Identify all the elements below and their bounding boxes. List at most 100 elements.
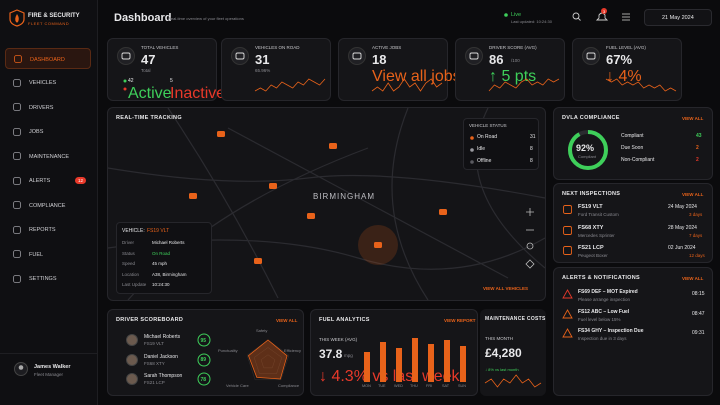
driver-avatar-shape xyxy=(126,373,138,385)
active-dot xyxy=(123,79,127,83)
popup-field-value: On Road xyxy=(152,250,171,256)
inspections-link[interactable]: VIEW ALL xyxy=(682,192,704,197)
popup-field-label: Speed xyxy=(122,261,136,266)
driver-avatar-shape xyxy=(126,353,138,366)
nav-icon xyxy=(13,201,21,209)
inspections-card: NEXT INSPECTIONS VIEW ALL FS19 VLT Ford Tra… xyxy=(553,183,713,263)
sparkline xyxy=(605,78,677,92)
date-picker[interactable]: 21 May 2024 xyxy=(644,9,712,26)
kpi-sub: Total xyxy=(141,68,151,73)
kpi-sub: 65.96% xyxy=(255,68,271,73)
user-name: James Walker xyxy=(34,364,71,370)
status-title: VEHICLE STATUS xyxy=(469,123,507,128)
nav-icon-shape xyxy=(13,152,21,160)
map-road xyxy=(167,107,279,299)
nav-item[interactable]: ALERTS 12 xyxy=(5,171,91,192)
vehicle-status-panel: VEHICLE STATUS On Road 31 Idle 8 Offline 8 xyxy=(463,118,539,170)
nav-item[interactable]: FUEL xyxy=(5,244,91,265)
status-label: On Road xyxy=(477,134,498,140)
alert-detail: Inspection due in 3 days xyxy=(578,336,627,341)
compliance-label: Compliant xyxy=(621,133,644,139)
radar-axis-label: Efficiency xyxy=(284,348,302,353)
vehicle-popup: VEHICLE: FS19 VLT Driver Michael Roberts Sta… xyxy=(116,222,212,294)
popup-title: VEHICLE: xyxy=(122,228,145,234)
radar-grid xyxy=(253,347,283,374)
kpi-icon-ring xyxy=(348,47,366,65)
fuel-unit: mpg xyxy=(344,353,353,358)
nav-item[interactable]: COMPLIANCE xyxy=(5,195,91,216)
logo-flame xyxy=(15,14,19,23)
score-ring-shape xyxy=(197,372,211,386)
maintenance-card: MAINTENANCE COSTS THIS MONTH £4,280 ↓ 8% vs… xyxy=(480,309,546,396)
status-label: Idle xyxy=(477,146,486,152)
x-tick-label: SUN xyxy=(458,384,467,388)
map-controls xyxy=(525,208,535,269)
kpi-icon xyxy=(465,47,483,65)
kpi-icon-glyph xyxy=(121,52,131,60)
popup-field-label: Last Update xyxy=(122,282,147,287)
brand: FIRE & SECURITY xyxy=(28,13,80,19)
inspection-icon-shape xyxy=(563,246,572,255)
radar-area xyxy=(247,339,288,380)
compliance-count: 2 xyxy=(696,145,699,151)
active-label: Active xyxy=(128,85,172,102)
alert-icon-shape xyxy=(562,328,573,338)
nav-icon-shape xyxy=(13,201,21,209)
kpi-sub[interactable]: View all jobs xyxy=(372,68,461,85)
driver-radar xyxy=(246,339,290,381)
inspection-days: 3 days xyxy=(689,212,703,217)
alerts-title: ALERTS & NOTIFICATIONS xyxy=(562,275,640,281)
search-icon xyxy=(572,12,580,20)
alert-time: 08:15 xyxy=(692,291,705,297)
x-tick-label: SAT xyxy=(442,384,450,388)
driver-avatar-shape xyxy=(126,334,138,346)
compliance-link[interactable]: VIEW ALL xyxy=(682,116,704,121)
driver-name: Michael Roberts xyxy=(144,334,181,340)
nav-item[interactable]: DRIVERS xyxy=(5,97,91,118)
kpi-value: 18 xyxy=(372,52,387,67)
score-ring xyxy=(197,372,211,386)
bar xyxy=(428,344,434,382)
inspection-id: FS19 VLT xyxy=(578,204,603,210)
tracking-card: REAL-TIME TRACKING BIRMINGHAM VEHICLE STAT… xyxy=(107,107,546,301)
vehicle-marker xyxy=(307,213,315,219)
compliance-count: 2 xyxy=(696,157,699,163)
nav-item[interactable]: MAINTENANCE xyxy=(5,146,91,167)
popup-field-label: Location xyxy=(122,271,140,277)
kpi-icon xyxy=(348,47,366,65)
score-ring xyxy=(197,353,211,366)
kpi-icon-glyph xyxy=(352,52,362,60)
compliance-label: Due Soon xyxy=(621,145,644,151)
nav-item[interactable]: SETTINGS xyxy=(5,269,91,290)
nav-label: JOBS xyxy=(29,129,44,135)
alert-title: FS12 ABC – Low Fuel xyxy=(578,308,630,315)
status-dot-shape xyxy=(470,159,474,164)
popup-vehicle-id: FS19 VLT xyxy=(147,228,170,234)
nav-icon-shape xyxy=(14,55,22,63)
alert-icon xyxy=(562,308,573,318)
radar-axis-label: Punctuality xyxy=(218,348,238,353)
live-dot xyxy=(504,13,508,17)
nav-icon-shape xyxy=(13,78,21,87)
nav-item[interactable]: REPORTS xyxy=(5,220,91,241)
status-dot-shape xyxy=(470,135,474,140)
scoreboard-card: DRIVER SCOREBOARD VIEW ALL Michael Roberts… xyxy=(107,309,304,396)
nav-icon-shape xyxy=(13,274,21,283)
nav-item[interactable]: VEHICLES xyxy=(5,73,91,94)
scoreboard-link[interactable]: VIEW ALL xyxy=(276,318,298,323)
x-tick-label: MON xyxy=(362,384,371,388)
sidebar: FIRE & SECURITY FLEET COMMAND DASHBOARD VEH… xyxy=(0,0,98,405)
view-all-vehicles[interactable]: VIEW ALL VEHICLES xyxy=(483,286,529,291)
popup-field-value: Michael Roberts xyxy=(152,240,185,245)
alerts-link[interactable]: VIEW ALL xyxy=(682,276,704,281)
nav-item[interactable]: DASHBOARD xyxy=(5,48,91,69)
logo-shield xyxy=(9,9,25,27)
nav-item[interactable]: JOBS xyxy=(5,122,91,143)
fuel-link[interactable]: VIEW REPORT xyxy=(444,318,476,323)
nav-icon-shape xyxy=(13,103,21,111)
kpi-icon xyxy=(117,47,135,65)
status-label: Offline xyxy=(477,158,492,164)
driver-score: 78 xyxy=(200,376,207,383)
inspection-icon xyxy=(563,205,572,214)
